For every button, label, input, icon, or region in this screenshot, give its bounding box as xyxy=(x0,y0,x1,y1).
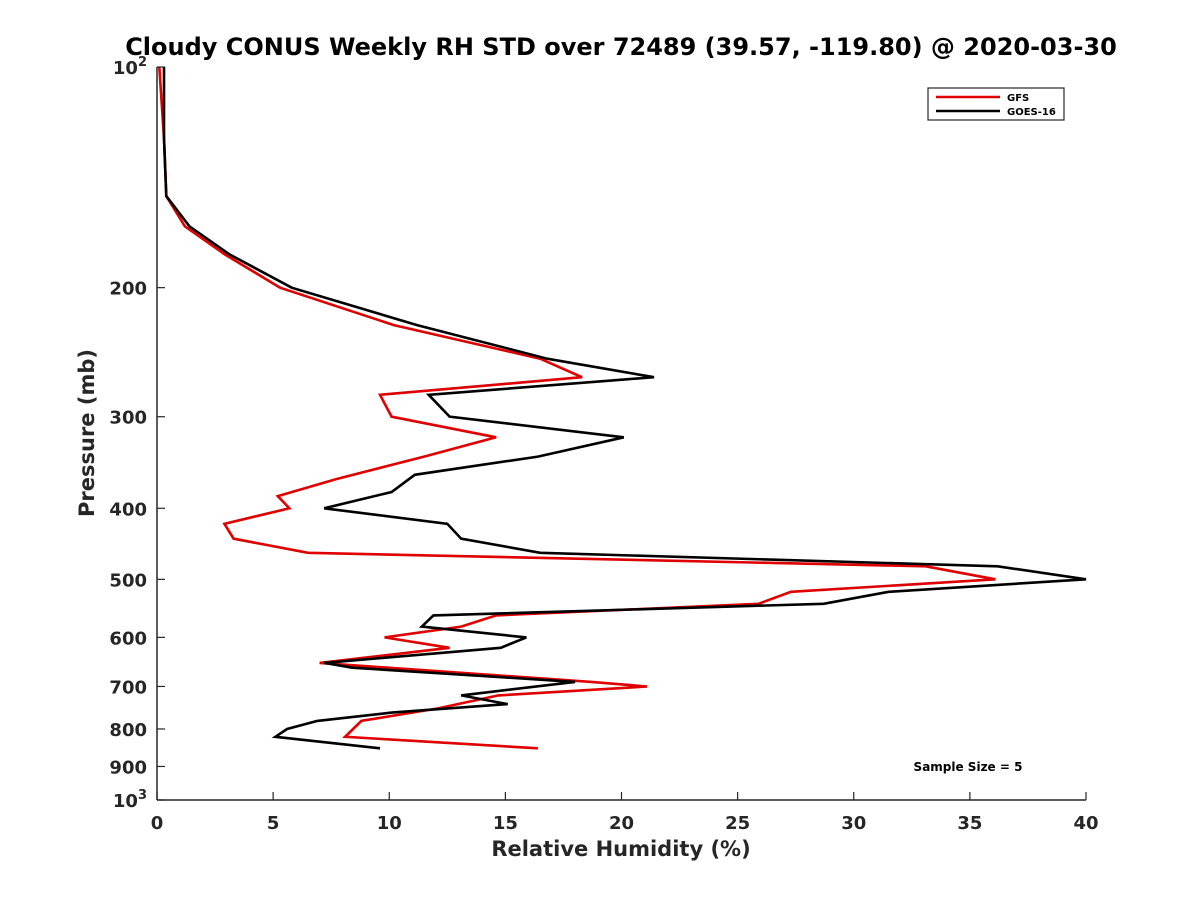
legend: GFS GOES-16 xyxy=(927,87,1065,121)
chart-title: Cloudy CONUS Weekly RH STD over 72489 (3… xyxy=(125,33,1117,61)
y-tick-label: 102 xyxy=(113,55,147,79)
y-tick-label: 400 xyxy=(109,499,147,520)
x-tick-label: 25 xyxy=(725,813,750,834)
x-tick-label: 35 xyxy=(957,813,982,834)
x-tick-label: 30 xyxy=(841,813,866,834)
sample-size-annotation: Sample Size = 5 xyxy=(914,760,1023,774)
x-tick-label: 5 xyxy=(267,813,280,834)
y-tick-label: 900 xyxy=(109,757,147,778)
x-tick-label: 10 xyxy=(377,813,402,834)
y-axis-ticks: 102 200 300 400 500 600 700 800 900 103 xyxy=(109,55,165,812)
x-axis-label: Relative Humidity (%) xyxy=(491,837,750,861)
legend-box xyxy=(927,87,1065,121)
y-tick-label: 500 xyxy=(109,570,147,591)
x-axis-ticks: 0 5 10 15 20 25 30 35 40 xyxy=(151,792,1099,834)
x-tick-label: 15 xyxy=(493,813,518,834)
legend-label-gfs: GFS xyxy=(1007,93,1029,104)
series-line-gfs xyxy=(158,66,996,750)
x-tick-label: 20 xyxy=(609,813,634,834)
y-tick-label: 103 xyxy=(113,788,147,812)
x-tick-label: 0 xyxy=(151,813,164,834)
legend-label-goes-16: GOES-16 xyxy=(1007,107,1056,118)
x-tick-label: 40 xyxy=(1073,813,1098,834)
series-lines xyxy=(158,66,1087,750)
y-axis-label: Pressure (mb) xyxy=(75,349,99,517)
series-line-goes-16 xyxy=(162,67,1087,750)
y-tick-label: 800 xyxy=(109,720,147,741)
y-tick-label: 200 xyxy=(109,279,147,300)
y-tick-label: 700 xyxy=(109,677,147,698)
y-tick-label: 300 xyxy=(109,408,147,429)
plot-area xyxy=(157,67,1086,800)
y-tick-label: 600 xyxy=(109,628,147,649)
